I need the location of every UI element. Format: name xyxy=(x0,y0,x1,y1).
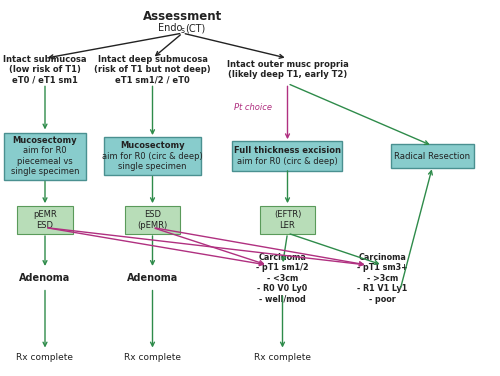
Text: ESD
(pEMR): ESD (pEMR) xyxy=(138,210,168,230)
FancyBboxPatch shape xyxy=(391,144,474,168)
Text: (CT): (CT) xyxy=(185,23,206,33)
FancyBboxPatch shape xyxy=(232,141,342,171)
Text: piecemeal vs: piecemeal vs xyxy=(17,157,73,166)
Text: aim for R0: aim for R0 xyxy=(23,146,67,155)
Text: Carcinoma
- pT1 sm3+
- >3cm
- R1 V1 Ly1
- poor: Carcinoma - pT1 sm3+ - >3cm - R1 V1 Ly1 … xyxy=(357,253,408,303)
Text: Rx complete: Rx complete xyxy=(124,353,181,362)
Text: Rx complete: Rx complete xyxy=(16,353,74,362)
Text: Mucosectomy: Mucosectomy xyxy=(12,136,78,145)
FancyBboxPatch shape xyxy=(104,137,201,175)
Text: Adenoma: Adenoma xyxy=(20,273,70,283)
FancyBboxPatch shape xyxy=(125,206,180,234)
FancyBboxPatch shape xyxy=(4,133,86,180)
Text: Intact submucosa
(low risk of T1)
eT0 / eT1 sm1: Intact submucosa (low risk of T1) eT0 / … xyxy=(4,55,87,85)
FancyBboxPatch shape xyxy=(260,206,315,234)
Text: Assessment: Assessment xyxy=(143,11,222,23)
Text: Mucosectomy: Mucosectomy xyxy=(120,141,185,150)
Text: pEMR
ESD: pEMR ESD xyxy=(33,210,57,230)
Text: Rx complete: Rx complete xyxy=(254,353,311,362)
Text: s: s xyxy=(180,26,184,35)
Text: Carcinoma
- pT1 sm1/2
- <3cm
- R0 V0 Ly0
- well/mod: Carcinoma - pT1 sm1/2 - <3cm - R0 V0 Ly0… xyxy=(256,253,309,303)
Text: single specimen: single specimen xyxy=(118,162,187,171)
Text: Radical Resection: Radical Resection xyxy=(394,152,470,161)
Text: Intact deep submucosa
(risk of T1 but not deep)
eT1 sm1/2 / eT0: Intact deep submucosa (risk of T1 but no… xyxy=(94,55,211,85)
Text: Full thickness excision: Full thickness excision xyxy=(234,146,341,155)
FancyBboxPatch shape xyxy=(18,206,72,234)
Text: Adenoma: Adenoma xyxy=(127,273,178,283)
Text: Endo: Endo xyxy=(158,23,182,33)
Text: Intact outer musc propria
(likely deep T1, early T2): Intact outer musc propria (likely deep T… xyxy=(226,60,348,79)
Text: aim for R0 (circ & deep): aim for R0 (circ & deep) xyxy=(237,157,338,166)
Text: single specimen: single specimen xyxy=(11,167,79,176)
Text: Pt choice: Pt choice xyxy=(234,103,272,112)
Text: aim for R0 (circ & deep): aim for R0 (circ & deep) xyxy=(102,152,203,161)
Text: (EFTR)
LER: (EFTR) LER xyxy=(274,210,301,230)
